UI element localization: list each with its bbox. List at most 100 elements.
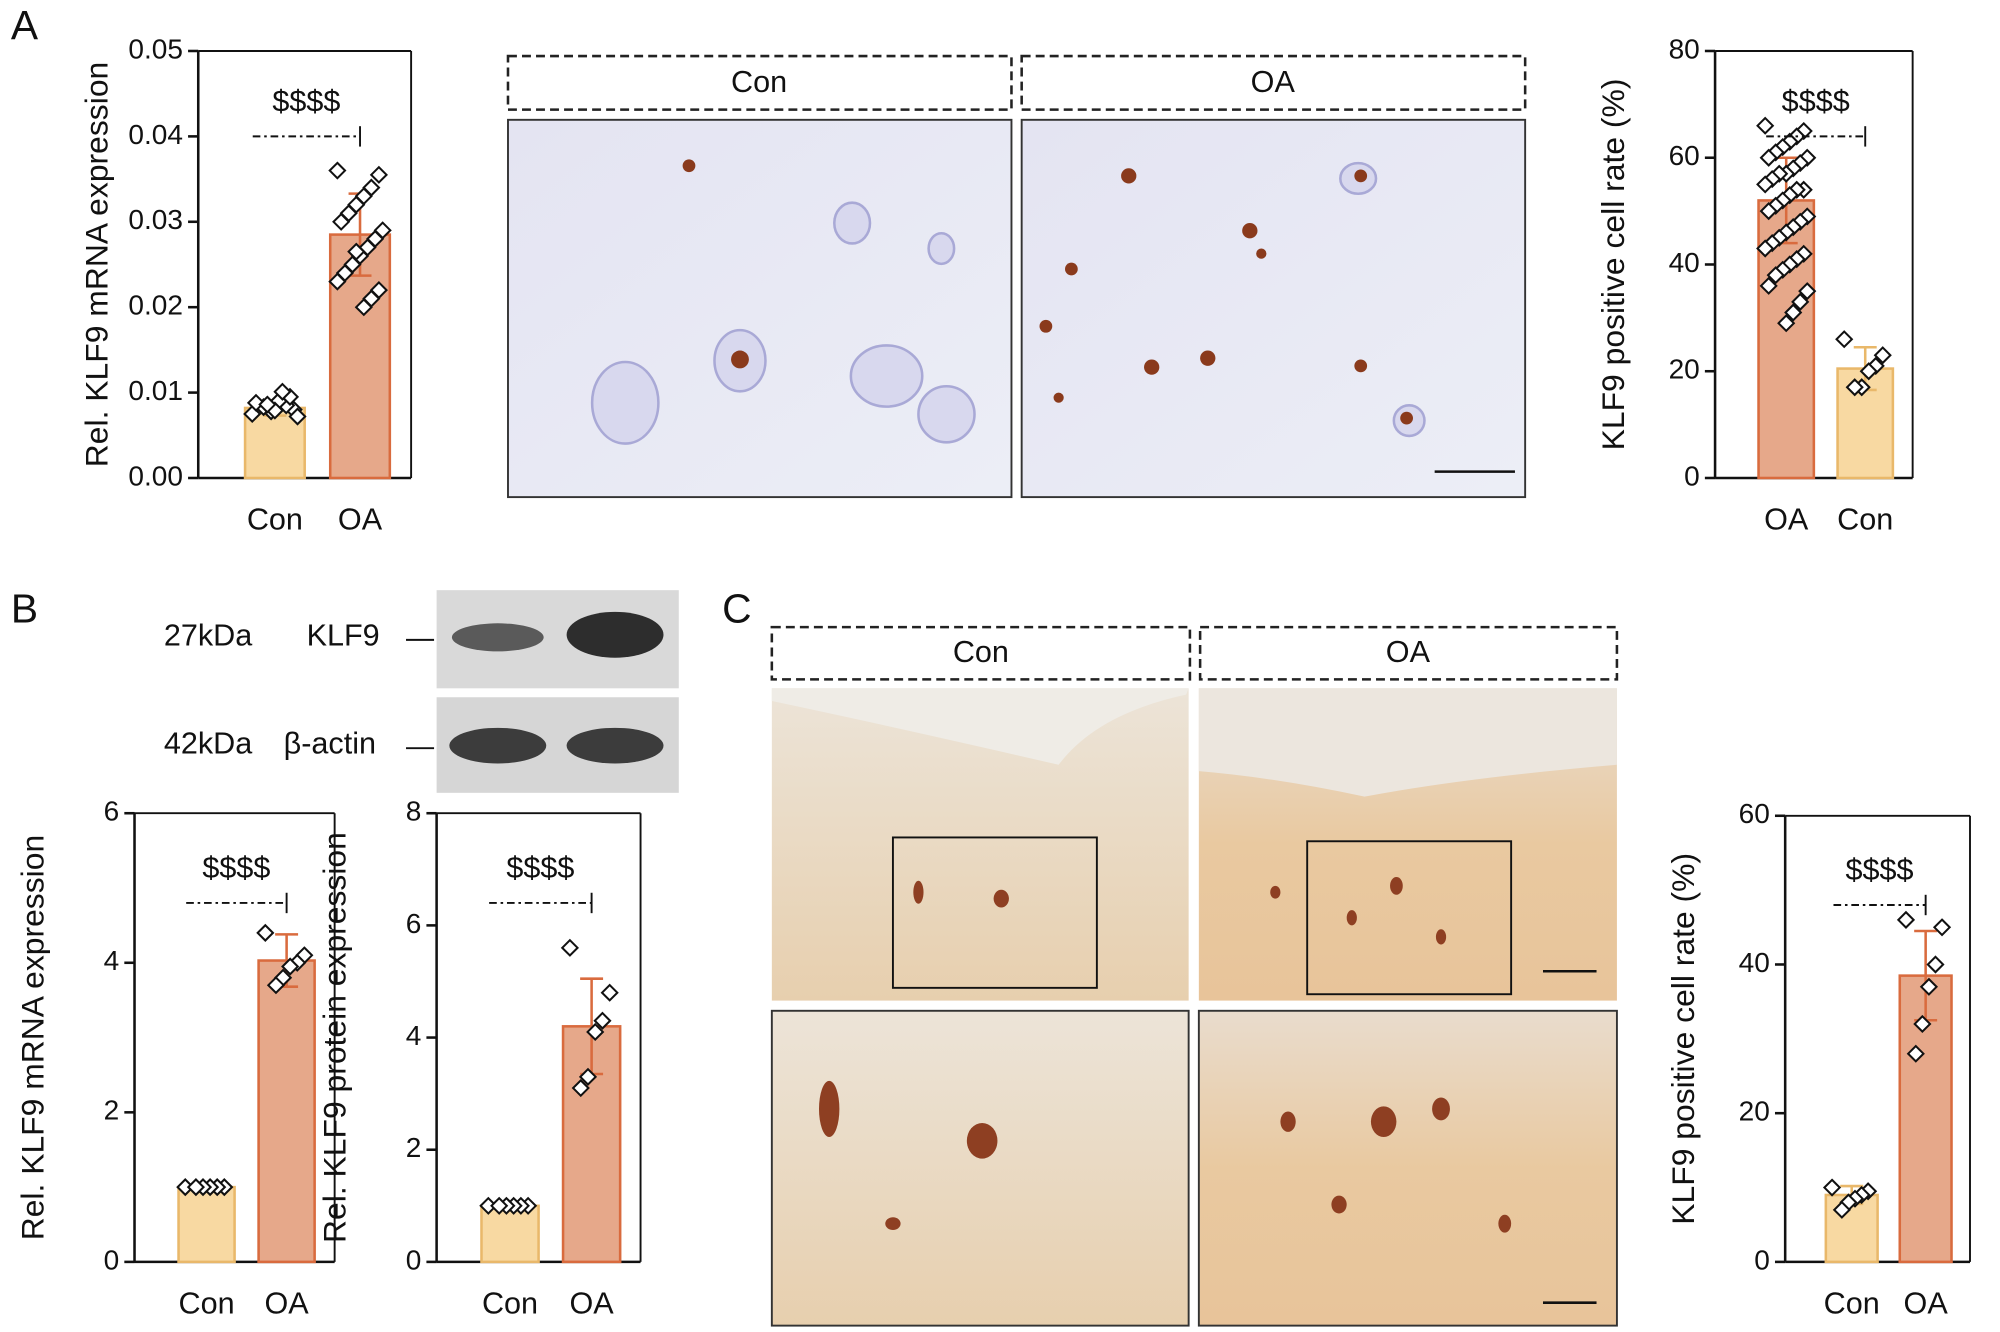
data-point [273, 382, 292, 401]
data-point [1766, 143, 1785, 162]
data-point [1759, 276, 1778, 295]
y-tick-label: 40 [1669, 247, 1700, 278]
y-tick-label: 6 [104, 796, 120, 827]
panel-letter: A [11, 2, 39, 48]
data-point [1773, 260, 1792, 279]
bar [177, 1185, 236, 1264]
data-point [281, 957, 300, 976]
data-point [1777, 314, 1796, 333]
y-tick-label: 0.04 [128, 119, 183, 150]
data-point [1798, 148, 1817, 167]
x-tick-label: Con [482, 1286, 538, 1320]
y-tick-label: 0.03 [128, 204, 183, 235]
data-point [1859, 362, 1878, 381]
panel-letter: C [722, 586, 751, 632]
x-tick-label: OA [1764, 502, 1809, 536]
data-point [1770, 228, 1789, 247]
micrograph [770, 1009, 1190, 1327]
data-point [490, 1196, 509, 1215]
data-point [1845, 378, 1864, 397]
significance-label: $$$$ [272, 84, 340, 118]
data-point [1906, 1044, 1925, 1063]
x-tick-label: OA [338, 502, 383, 536]
x-tick-label: OA [570, 1286, 615, 1320]
data-point [266, 976, 286, 995]
y-tick-label: 4 [406, 1020, 422, 1051]
y-tick-label: 80 [1669, 33, 1700, 64]
y-tick-label: 60 [1669, 140, 1700, 171]
y-tick-label: 0 [1754, 1244, 1770, 1275]
blot-band [449, 727, 547, 764]
cells [590, 161, 1426, 445]
y-tick-label: 0 [406, 1244, 422, 1275]
y-tick-label: 0.00 [128, 460, 183, 491]
bar [1824, 1193, 1879, 1264]
data-point [560, 938, 579, 957]
data-point [1798, 282, 1817, 301]
y-tick-label: 0.05 [128, 33, 183, 64]
data-point [1756, 239, 1775, 258]
data-point [1835, 330, 1854, 349]
y-axis-label: Rel. KLF9 mRNA expression [15, 835, 51, 1240]
data-point [347, 242, 366, 261]
stained-nuclei [682, 159, 1413, 425]
data-point [593, 1011, 612, 1030]
data-point [328, 272, 347, 291]
blot-band [566, 727, 664, 764]
stained-nuclei [819, 876, 1512, 1233]
data-point [1773, 191, 1792, 210]
x-tick-label: Con [1824, 1286, 1880, 1320]
data-point [1832, 1200, 1851, 1219]
x-tick-label: Con [247, 502, 303, 536]
data-point [1766, 266, 1785, 285]
data-point [256, 923, 275, 942]
data-point [1791, 212, 1810, 231]
data-point [1759, 202, 1778, 221]
y-tick-label: 0.02 [128, 290, 183, 321]
y-axis-label: KLF9 positive cell rate (%) [1665, 853, 1701, 1225]
data-point [1794, 121, 1813, 141]
y-tick-label: 4 [104, 945, 120, 976]
blot-size: 27kDa [164, 618, 252, 652]
y-tick-label: 0 [104, 1244, 120, 1275]
y-tick-label: 60 [1739, 798, 1770, 829]
data-point [1926, 955, 1945, 974]
x-tick-label: OA [265, 1286, 310, 1320]
blot-band [451, 623, 544, 652]
data-point [1791, 292, 1810, 311]
data-point [1773, 137, 1792, 157]
image-label: Con [731, 65, 787, 99]
data-point [369, 165, 388, 184]
data-point [1766, 196, 1785, 215]
y-tick-label: 40 [1739, 947, 1770, 978]
data-point [578, 1067, 598, 1086]
significance-label: $$$$ [202, 851, 270, 885]
y-axis-label: Rel. KLF9 protein expression [317, 832, 353, 1243]
data-point [1759, 148, 1778, 167]
y-tick-label: 0.01 [128, 375, 183, 406]
x-tick-label: OA [1904, 1286, 1949, 1320]
image-label: OA [1386, 635, 1431, 669]
data-point [1798, 207, 1817, 226]
data-point [288, 407, 307, 426]
micrograph [1020, 118, 1527, 499]
bar [480, 1204, 540, 1264]
data-point [1913, 1014, 1932, 1034]
data-point [1932, 918, 1952, 937]
micrograph [1197, 1009, 1618, 1327]
image-label: Con [953, 635, 1009, 669]
data-point [1756, 116, 1775, 135]
data-point [571, 1078, 590, 1098]
label-box [1020, 54, 1527, 111]
data-point [246, 393, 266, 412]
data-point [1794, 244, 1813, 263]
y-tick-label: 8 [406, 796, 422, 827]
blot-size: 42kDa [164, 727, 252, 761]
x-tick-label: Con [1837, 502, 1893, 536]
y-tick-label: 2 [406, 1132, 422, 1163]
y-tick-label: 2 [104, 1095, 120, 1126]
data-point [1756, 175, 1775, 194]
significance-label: $$$$ [1846, 853, 1914, 887]
x-tick-label: Con [179, 1286, 235, 1320]
